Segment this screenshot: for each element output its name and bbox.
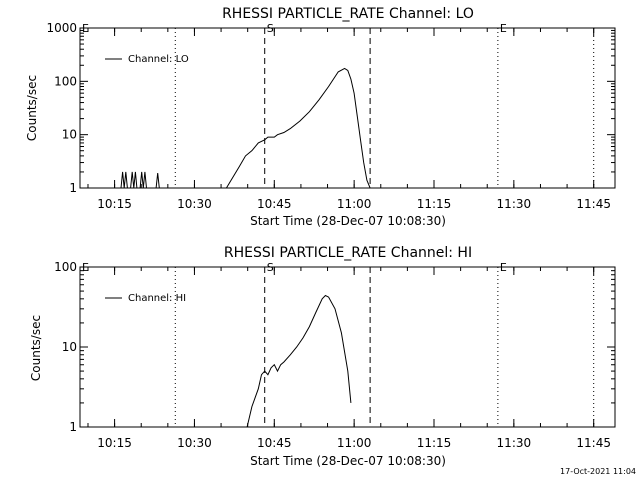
footer-timestamp: 17-Oct-2021 11:04 xyxy=(560,467,636,476)
x-tick-label: 10:15 xyxy=(97,436,132,450)
series-line-hi xyxy=(246,294,352,428)
y-tick-label: 10 xyxy=(62,340,77,354)
x-tick-label: 10:30 xyxy=(177,436,212,450)
chart-title: RHESSI PARTICLE_RATE Channel: HI xyxy=(224,245,472,261)
legend-label: Channel: LO xyxy=(128,54,189,65)
x-tick-label: 10:45 xyxy=(257,197,292,211)
panel-lo: RHESSI PARTICLE_RATE Channel: LO Start T… xyxy=(25,6,616,228)
x-tick-label: 11:15 xyxy=(417,197,452,211)
axis-ticks: 1 10 100 1000 10:15 10:30 10:45 11:00 11:15 11:30… xyxy=(46,21,615,211)
plot-frame xyxy=(79,27,616,189)
x-tick-label: 11:45 xyxy=(576,197,611,211)
x-tick-label: 10:15 xyxy=(97,197,132,211)
x-tick-label: 10:45 xyxy=(257,436,292,450)
y-tick-label: 1 xyxy=(69,181,77,195)
x-tick-label: 11:30 xyxy=(497,197,532,211)
x-tick-label: 11:00 xyxy=(337,436,372,450)
x-axis-label: Start Time (28-Dec-07 10:08:30) xyxy=(250,454,446,468)
x-tick-label: 10:30 xyxy=(177,197,212,211)
axis-ticks: 1 10 100 10:15 10:30 10:45 11:00 11:15 11:30 11:4… xyxy=(54,260,615,450)
y-tick-label: 100 xyxy=(54,260,77,274)
x-axis-label: Start Time (28-Dec-07 10:08:30) xyxy=(250,214,446,228)
x-tick-label: 11:15 xyxy=(417,436,452,450)
y-tick-label: 1 xyxy=(69,420,77,434)
y-tick-label: 10 xyxy=(62,128,77,142)
legend-label: Channel: HI xyxy=(128,293,186,304)
y-tick-label: 1000 xyxy=(46,21,77,35)
y-tick-label: 100 xyxy=(54,74,77,88)
y-axis-label: Counts/sec xyxy=(25,75,39,141)
chart-title: RHESSI PARTICLE_RATE Channel: LO xyxy=(222,6,474,22)
plot-frame xyxy=(79,266,616,428)
x-tick-label: 11:30 xyxy=(497,436,532,450)
x-tick-label: 11:00 xyxy=(337,197,372,211)
y-axis-label: Counts/sec xyxy=(29,315,43,381)
x-tick-label: 11:45 xyxy=(576,436,611,450)
panel-hi: RHESSI PARTICLE_RATE Channel: HI Start T… xyxy=(29,245,616,468)
